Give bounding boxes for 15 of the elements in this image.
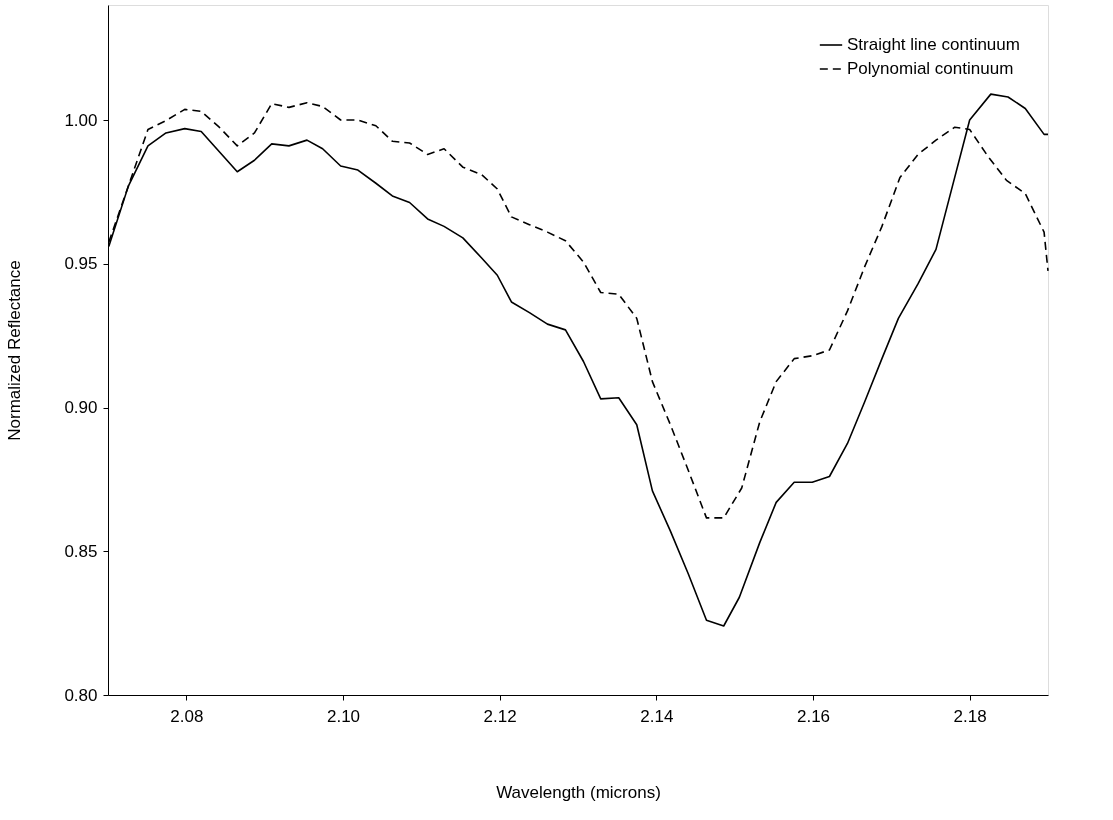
y-tick-label: 0.90: [64, 398, 98, 417]
y-tick-label: 0.80: [64, 685, 98, 705]
legend-label: Straight line continuum: [847, 35, 1020, 54]
x-tick-label: 2.12: [483, 706, 517, 726]
x-tick-label: 2.08: [170, 706, 204, 726]
y-tick-label: 1.00: [64, 110, 98, 130]
y-tick-label: 0.85: [64, 541, 98, 561]
legend-label: Polynomial continuum: [847, 59, 1014, 78]
x-tick-label: 2.18: [953, 706, 987, 726]
x-tick-label: 2.10: [326, 706, 361, 726]
x-tick-label: 2.16: [796, 706, 831, 726]
y-tick-label: 0.95: [64, 254, 98, 274]
y-axis-title: Normalized Reflectance: [5, 260, 25, 441]
x-tick-label: 2.14: [640, 706, 674, 726]
x-axis-title: Wavelength (microns): [496, 782, 661, 802]
